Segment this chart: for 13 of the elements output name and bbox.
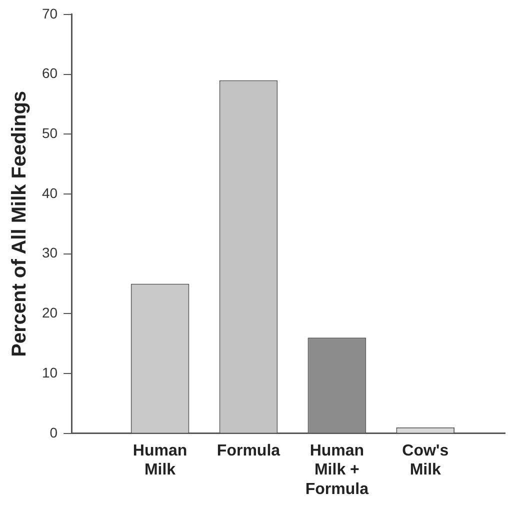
- x-tick-label: Human Milk + Formula: [305, 442, 369, 498]
- y-tick-label: 40: [42, 184, 58, 201]
- y-tick-label: 50: [42, 124, 58, 141]
- y-tick-label: 70: [42, 5, 58, 22]
- x-tick-label: Formula: [216, 442, 280, 460]
- y-tick-label: 20: [42, 304, 58, 321]
- y-axis-title: Percent of All Milk Feedings: [8, 90, 31, 357]
- y-tick-label: 60: [42, 65, 58, 82]
- x-tick-label: Human Milk: [132, 442, 188, 479]
- x-tick-label: Cow's Milk: [402, 442, 449, 479]
- y-tick-label: 30: [42, 244, 58, 261]
- y-tick-label: 10: [42, 364, 58, 380]
- y-tick-label: 0: [50, 424, 58, 440]
